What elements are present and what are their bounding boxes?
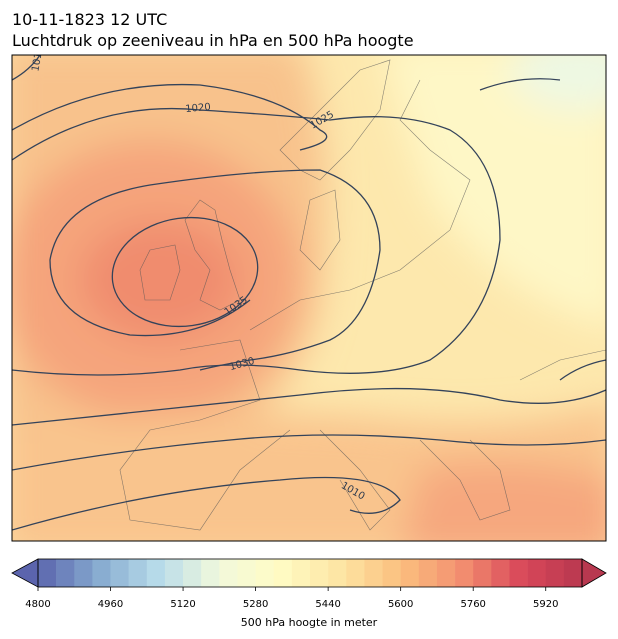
colorbar-cell [509,559,528,587]
colorbar-cell [382,559,401,587]
colorbar-extend-high [581,558,607,588]
colorbar-tick-label: 5120 [170,599,195,610]
colorbar-cell [183,559,202,587]
colorbar-cell [291,559,311,587]
coastlines [119,59,606,531]
colorbar-cell [110,559,129,587]
colorbar-tick-label: 5920 [533,599,558,610]
contour-label: 1020 [185,102,211,115]
contour-label: 101 [30,52,44,73]
colorbar-cell [92,559,111,587]
colorbar-cell [237,559,256,587]
colorbar-cell [418,559,438,587]
colorbar-cell [273,559,293,587]
colorbar-cell [201,559,220,587]
colorbar-cell [527,559,547,587]
colorbar-cell [455,559,474,587]
colorbar-cell [364,559,383,587]
colorbar-cell [491,559,510,587]
colorbar-cell [219,559,238,587]
colorbar-extend-low [11,558,39,588]
colorbar-cell [56,559,75,587]
colorbar-cell [346,559,365,587]
colorbar-cell [473,559,492,587]
height-field [12,55,606,541]
colorbar-cell [74,559,93,587]
colorbar-cell [545,559,565,587]
colorbar-cell [128,559,148,587]
colorbar-label: 500 hPa hoogte in meter [241,616,378,629]
colorbar-cell [436,559,456,587]
colorbar-tick-label: 4800 [25,599,50,610]
colorbar-tick-label: 5440 [315,599,340,610]
colorbar-cell [38,559,57,587]
colorbar-cell [164,559,184,587]
colorbar-tick-label: 5280 [243,599,268,610]
map-frame [11,54,607,542]
colorbar-cell [328,559,347,587]
title: 10-11-1823 12 UTC [12,10,167,29]
colorbar-cell [255,559,275,587]
colorbar-tick-label: 4960 [98,599,123,610]
colorbar-cell [563,559,583,587]
colorbar-tick-label: 5600 [388,599,413,610]
colorbar-cell [400,559,420,587]
subtitle: Luchtdruk op zeeniveau in hPa en 500 hPa… [12,31,414,50]
isobars [12,55,606,531]
colorbar-cell [310,559,329,587]
colorbar-frame [37,558,583,588]
colorbar-tick-label: 5760 [460,599,485,610]
colorbar-cell [146,559,166,587]
